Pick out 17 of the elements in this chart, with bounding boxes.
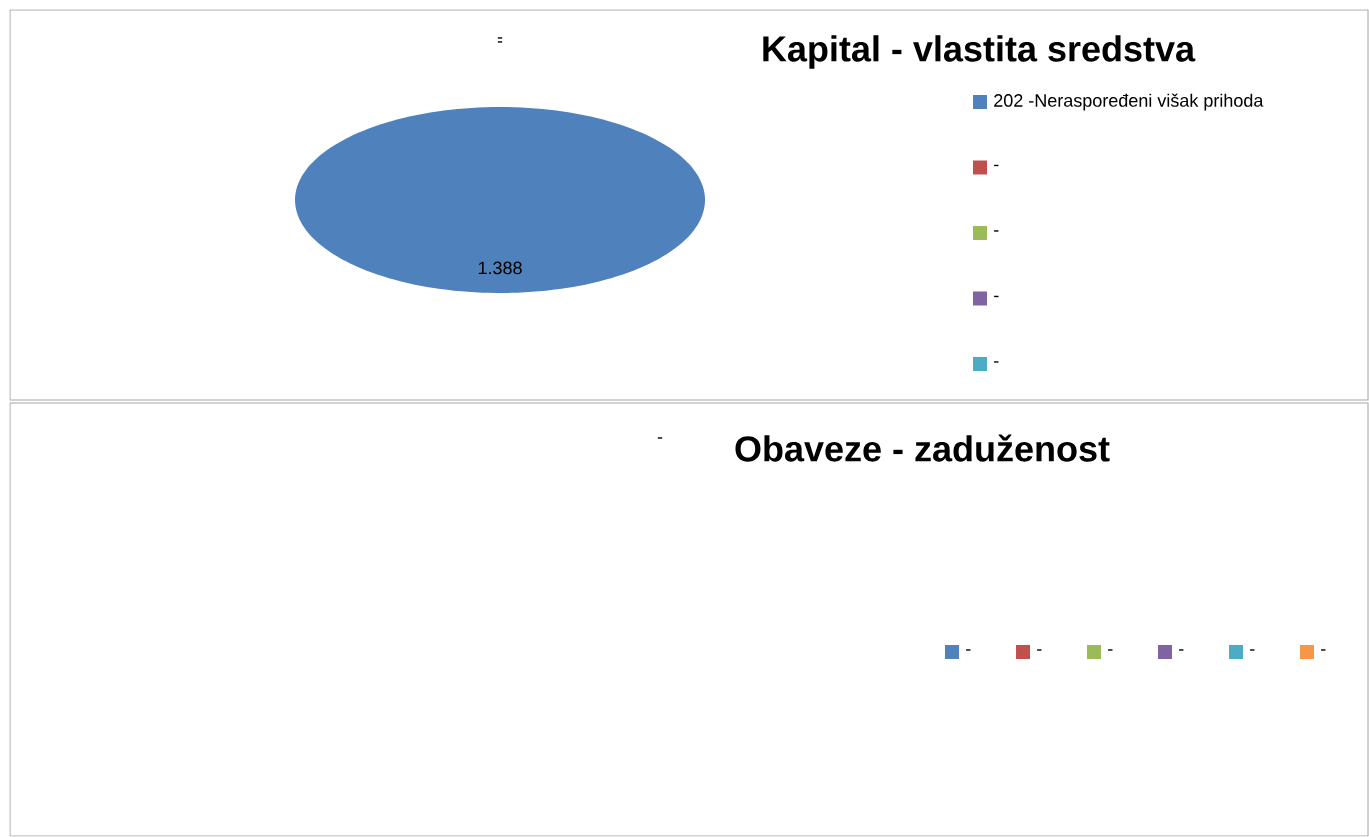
data-label: 1.388 <box>478 261 522 275</box>
category-label: - <box>966 649 971 651</box>
text: - <box>497 37 503 39</box>
category-label: - <box>1108 649 1113 651</box>
category-label: - <box>1250 649 1255 651</box>
category-label: - <box>1321 649 1326 651</box>
text: - <box>497 41 503 43</box>
legend-label: - <box>994 296 999 298</box>
category-label: - <box>1179 649 1184 651</box>
category-label: - <box>1037 649 1042 651</box>
chart-title: Kapital - vlastita sredstva <box>763 35 1196 70</box>
legend-label: - <box>994 361 999 363</box>
legend-label: - <box>994 165 999 167</box>
legend-label: - <box>994 230 999 232</box>
legend-label: 202 -Neraspoređeni višak prihoda <box>994 93 1264 111</box>
text: Obaveze - zaduženost <box>735 434 1110 462</box>
text: - <box>657 437 663 439</box>
